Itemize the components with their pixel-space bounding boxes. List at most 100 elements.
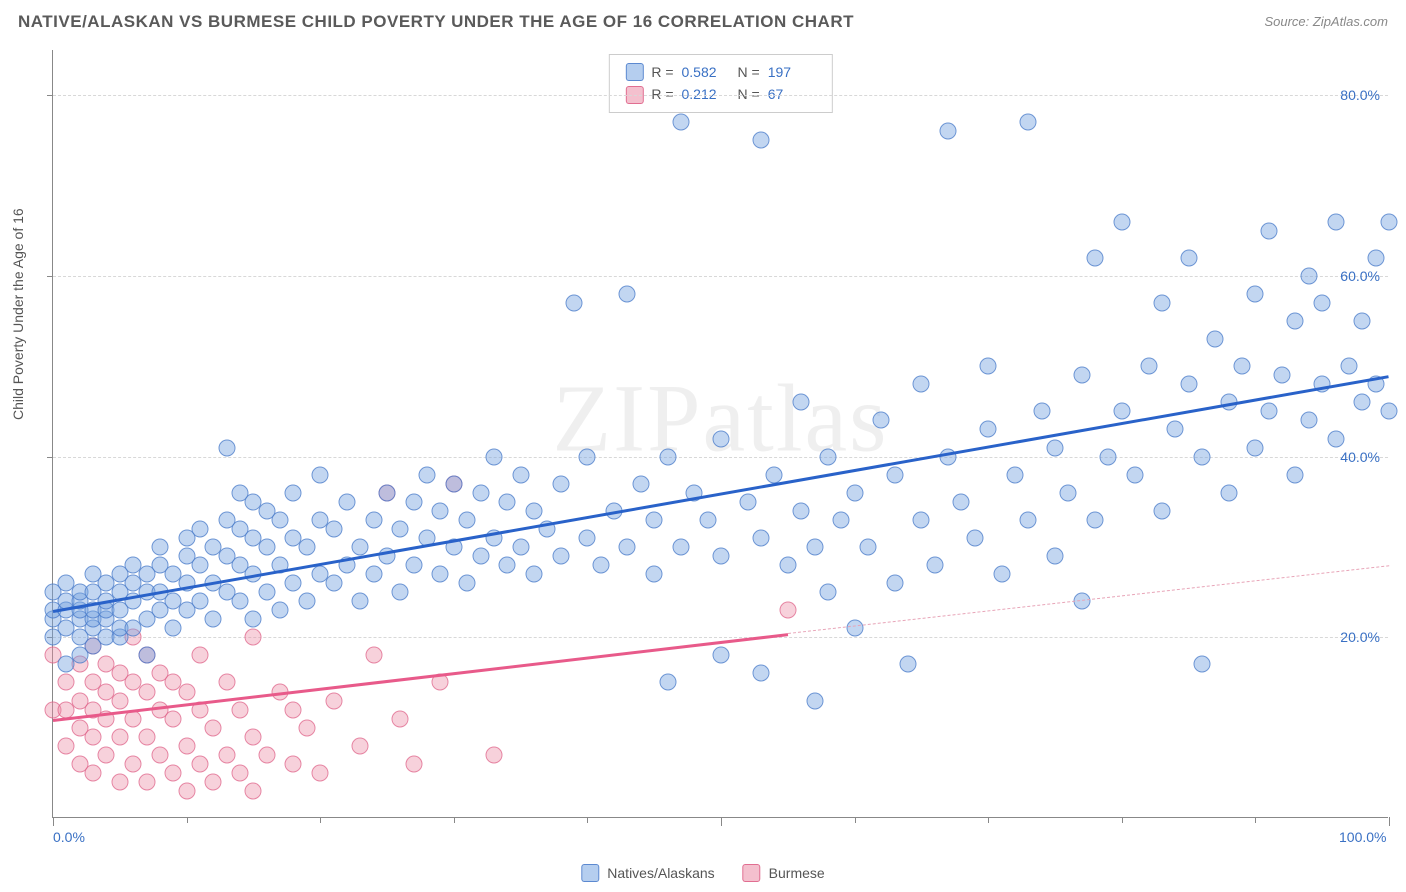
x-tick-mark <box>320 817 321 823</box>
scatter-point-blue <box>325 520 342 537</box>
x-tick-mark <box>1122 817 1123 823</box>
legend-stats-box: R = 0.582 N = 197 R = 0.212 N = 67 <box>608 54 832 113</box>
scatter-point-blue <box>779 557 796 574</box>
scatter-point-pink <box>205 773 222 790</box>
scatter-point-blue <box>1327 213 1344 230</box>
scatter-point-blue <box>1220 484 1237 501</box>
scatter-point-blue <box>926 557 943 574</box>
scatter-point-blue <box>806 692 823 709</box>
legend-item-pink: Burmese <box>743 864 825 882</box>
gridline <box>53 276 1388 277</box>
scatter-point-blue <box>1180 249 1197 266</box>
scatter-point-pink <box>298 719 315 736</box>
scatter-point-blue <box>325 575 342 592</box>
scatter-point-blue <box>900 656 917 673</box>
scatter-point-pink <box>258 746 275 763</box>
scatter-point-blue <box>659 448 676 465</box>
scatter-point-blue <box>1300 267 1317 284</box>
scatter-point-blue <box>766 466 783 483</box>
scatter-point-blue <box>873 412 890 429</box>
scatter-point-pink <box>218 746 235 763</box>
scatter-point-pink <box>285 755 302 772</box>
scatter-point-blue <box>1193 656 1210 673</box>
scatter-point-pink <box>245 728 262 745</box>
scatter-point-pink <box>125 755 142 772</box>
scatter-point-blue <box>632 475 649 492</box>
scatter-point-blue <box>713 547 730 564</box>
scatter-point-blue <box>1047 439 1064 456</box>
scatter-point-blue <box>1300 412 1317 429</box>
scatter-point-blue <box>886 575 903 592</box>
scatter-point-blue <box>793 394 810 411</box>
scatter-point-blue <box>1087 511 1104 528</box>
scatter-point-blue <box>793 502 810 519</box>
scatter-point-pink <box>325 692 342 709</box>
gridline <box>53 95 1388 96</box>
scatter-point-blue <box>405 557 422 574</box>
scatter-point-blue <box>1287 313 1304 330</box>
y-tick-mark <box>47 95 53 96</box>
scatter-point-pink <box>485 746 502 763</box>
scatter-point-blue <box>1020 511 1037 528</box>
scatter-point-blue <box>151 538 168 555</box>
scatter-point-blue <box>432 502 449 519</box>
scatter-point-pink <box>245 782 262 799</box>
x-tick-mark <box>988 817 989 823</box>
scatter-point-blue <box>1006 466 1023 483</box>
scatter-point-blue <box>405 493 422 510</box>
scatter-point-blue <box>966 529 983 546</box>
scatter-point-blue <box>272 602 289 619</box>
scatter-point-blue <box>672 114 689 131</box>
scatter-point-blue <box>1153 502 1170 519</box>
scatter-point-blue <box>646 566 663 583</box>
scatter-point-blue <box>392 520 409 537</box>
scatter-point-blue <box>846 484 863 501</box>
scatter-point-blue <box>1340 358 1357 375</box>
scatter-point-blue <box>913 511 930 528</box>
n-value-blue: 197 <box>768 61 816 83</box>
scatter-point-blue <box>191 520 208 537</box>
scatter-point-pink <box>779 602 796 619</box>
scatter-point-blue <box>1207 331 1224 348</box>
scatter-point-pink <box>232 764 249 781</box>
source-attribution: Source: ZipAtlas.com <box>1264 13 1388 31</box>
scatter-point-blue <box>1127 466 1144 483</box>
scatter-point-pink <box>165 710 182 727</box>
scatter-point-blue <box>485 448 502 465</box>
source-name: ZipAtlas.com <box>1313 14 1388 29</box>
scatter-point-blue <box>886 466 903 483</box>
y-tick-label: 20.0% <box>1340 629 1380 645</box>
scatter-point-blue <box>285 575 302 592</box>
scatter-point-blue <box>499 557 516 574</box>
legend-label-blue: Natives/Alaskans <box>607 865 714 881</box>
scatter-point-pink <box>232 701 249 718</box>
y-tick-label: 60.0% <box>1340 268 1380 284</box>
x-tick-mark <box>1255 817 1256 823</box>
legend-label-pink: Burmese <box>769 865 825 881</box>
scatter-point-blue <box>472 484 489 501</box>
y-tick-mark <box>47 457 53 458</box>
scatter-point-blue <box>1354 313 1371 330</box>
scatter-point-blue <box>365 566 382 583</box>
scatter-point-blue <box>940 123 957 140</box>
scatter-point-blue <box>819 584 836 601</box>
scatter-point-blue <box>739 493 756 510</box>
scatter-point-blue <box>392 584 409 601</box>
scatter-point-pink <box>138 728 155 745</box>
scatter-point-blue <box>859 538 876 555</box>
scatter-point-pink <box>58 737 75 754</box>
chart-title: NATIVE/ALASKAN VS BURMESE CHILD POVERTY … <box>18 12 854 32</box>
n-label: N = <box>738 61 760 83</box>
scatter-point-blue <box>619 538 636 555</box>
scatter-point-blue <box>1367 249 1384 266</box>
legend-item-blue: Natives/Alaskans <box>581 864 714 882</box>
scatter-point-blue <box>953 493 970 510</box>
scatter-point-pink <box>165 764 182 781</box>
x-tick-mark <box>454 817 455 823</box>
scatter-point-blue <box>525 566 542 583</box>
r-value-blue: 0.582 <box>682 61 730 83</box>
scatter-point-blue <box>352 593 369 610</box>
scatter-point-blue <box>138 647 155 664</box>
scatter-point-pink <box>58 674 75 691</box>
scatter-point-blue <box>1113 403 1130 420</box>
